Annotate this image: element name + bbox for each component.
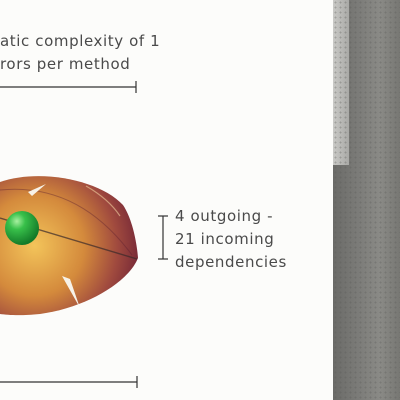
complexity-caption-line1: atic complexity of 1 bbox=[0, 30, 160, 53]
background-wall bbox=[333, 0, 400, 400]
class-body-shape bbox=[0, 176, 138, 315]
dependencies-caption-line1: 4 outgoing - bbox=[175, 205, 287, 228]
dependencies-caption-line3: dependencies bbox=[175, 251, 287, 274]
wall-texture bbox=[333, 0, 400, 400]
dependencies-caption: 4 outgoing - 21 incoming dependencies bbox=[175, 205, 287, 274]
method-sphere bbox=[5, 211, 39, 245]
complexity-caption: atic complexity of 1 rors per method bbox=[0, 30, 160, 76]
dependencies-caption-line2: 21 incoming bbox=[175, 228, 287, 251]
complexity-caption-line2: rors per method bbox=[0, 53, 160, 76]
